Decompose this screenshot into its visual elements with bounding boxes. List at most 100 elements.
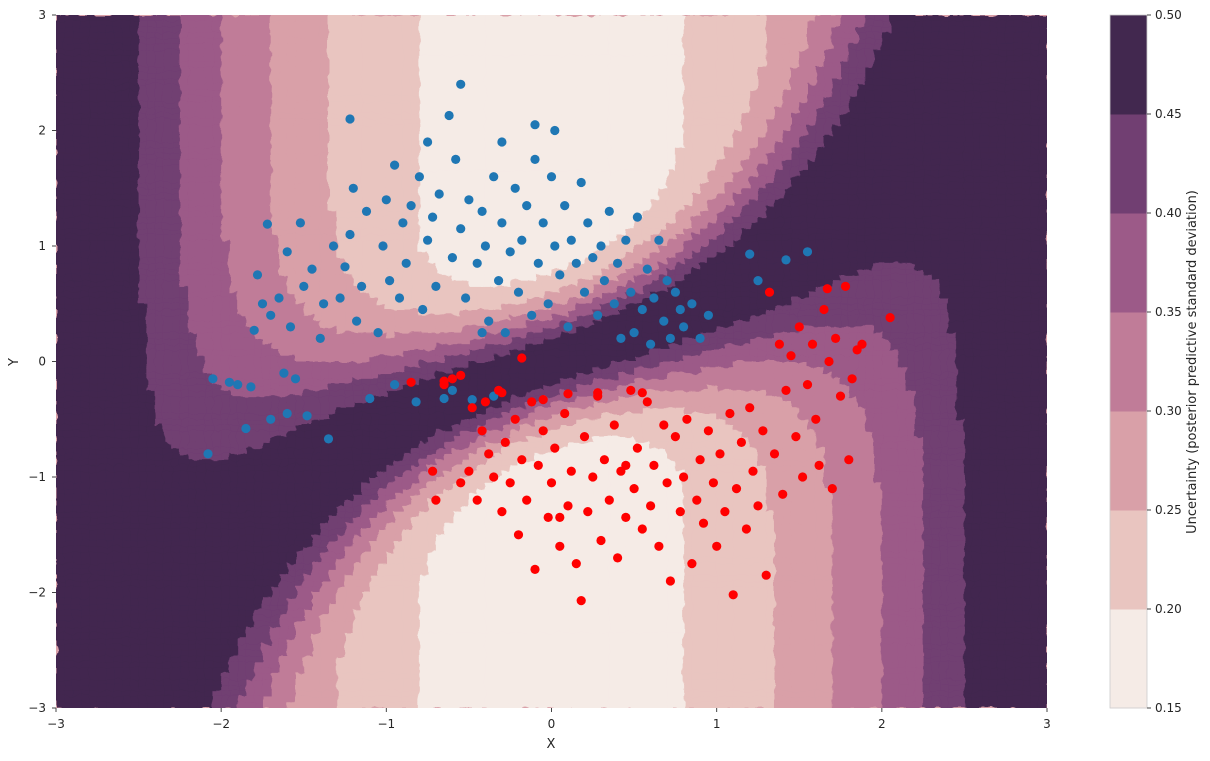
data-point <box>517 455 527 465</box>
data-point <box>665 576 676 586</box>
y-tick-label: 1 <box>38 239 46 253</box>
data-point <box>361 206 372 216</box>
data-point <box>609 299 619 309</box>
data-point <box>538 426 548 436</box>
data-point <box>266 310 276 320</box>
data-point <box>513 530 524 540</box>
y-tick-label: −3 <box>28 701 46 715</box>
data-point <box>428 212 438 222</box>
scatter-points-layer <box>203 79 895 606</box>
data-point <box>588 253 598 263</box>
data-point <box>546 172 557 182</box>
data-point <box>840 281 851 291</box>
data-point <box>208 374 218 384</box>
data-point <box>679 472 689 482</box>
data-point <box>203 449 213 459</box>
data-point <box>637 304 647 315</box>
data-point <box>500 328 510 338</box>
data-point <box>621 460 631 470</box>
plot-area <box>56 15 1047 708</box>
data-point <box>725 408 735 419</box>
data-point <box>385 276 395 286</box>
data-point <box>654 541 664 551</box>
data-point <box>560 408 570 419</box>
x-tick-label: 2 <box>878 717 886 731</box>
data-point <box>323 434 334 444</box>
data-point <box>791 432 801 442</box>
data-point <box>736 437 747 447</box>
data-point <box>798 472 808 482</box>
colorbar-label: Uncertainty (posterior predictive standa… <box>1185 190 1200 534</box>
data-point <box>447 253 457 263</box>
data-point <box>373 328 383 338</box>
data-point <box>786 351 796 361</box>
data-point <box>335 293 345 303</box>
colorbar-tick-label: 0.25 <box>1155 503 1182 517</box>
data-point <box>461 293 471 303</box>
data-point <box>444 110 454 121</box>
data-point <box>282 408 292 419</box>
x-tick-label: −1 <box>377 717 395 731</box>
data-point <box>257 299 268 309</box>
data-point <box>566 235 576 245</box>
data-point <box>543 512 553 523</box>
x-tick-label: −2 <box>212 717 230 731</box>
data-point <box>477 426 487 436</box>
data-point <box>365 393 375 404</box>
contour-fill-layer <box>56 15 1047 708</box>
y-tick-label: 2 <box>38 124 46 138</box>
data-point <box>761 570 771 580</box>
data-point <box>484 449 494 459</box>
data-point <box>814 460 824 470</box>
data-point <box>497 218 507 228</box>
data-point <box>629 328 639 338</box>
data-point <box>654 235 664 245</box>
data-point <box>583 507 593 517</box>
data-point <box>649 293 659 303</box>
data-point <box>497 507 507 517</box>
y-tick-label: 3 <box>38 8 46 22</box>
data-point <box>646 339 656 349</box>
data-point <box>695 333 705 343</box>
data-point <box>566 466 576 476</box>
data-point <box>769 449 780 459</box>
data-point <box>467 403 477 413</box>
colorbar-band <box>1110 213 1147 313</box>
data-point <box>451 154 461 164</box>
colorbar-tick-label: 0.35 <box>1155 305 1182 319</box>
data-point <box>530 154 540 164</box>
data-point <box>604 495 614 505</box>
data-point <box>555 512 565 523</box>
data-point <box>670 432 681 442</box>
data-point <box>802 380 813 390</box>
data-point <box>835 391 846 401</box>
data-point <box>411 397 421 407</box>
data-point <box>715 449 725 459</box>
data-point <box>456 79 466 89</box>
data-point <box>626 385 636 395</box>
y-tick-label: −2 <box>28 586 46 600</box>
data-point <box>616 333 626 343</box>
data-point <box>599 455 610 465</box>
data-point <box>522 201 532 211</box>
data-point <box>252 270 263 280</box>
data-point <box>262 219 272 229</box>
data-point <box>357 281 367 291</box>
data-point <box>555 541 565 551</box>
data-point <box>794 322 804 332</box>
y-tick-label: −1 <box>28 470 46 484</box>
colorbar-tick-label: 0.45 <box>1155 107 1182 121</box>
data-point <box>447 374 457 384</box>
data-point <box>819 304 829 315</box>
data-point <box>489 172 499 182</box>
data-point <box>807 339 818 349</box>
data-point <box>745 403 755 413</box>
data-point <box>345 229 355 240</box>
data-point <box>456 478 466 488</box>
series-1 <box>203 79 813 459</box>
data-point <box>418 304 428 315</box>
data-point <box>692 495 702 505</box>
data-point <box>662 276 672 286</box>
data-point <box>390 380 400 390</box>
data-point <box>599 276 610 286</box>
